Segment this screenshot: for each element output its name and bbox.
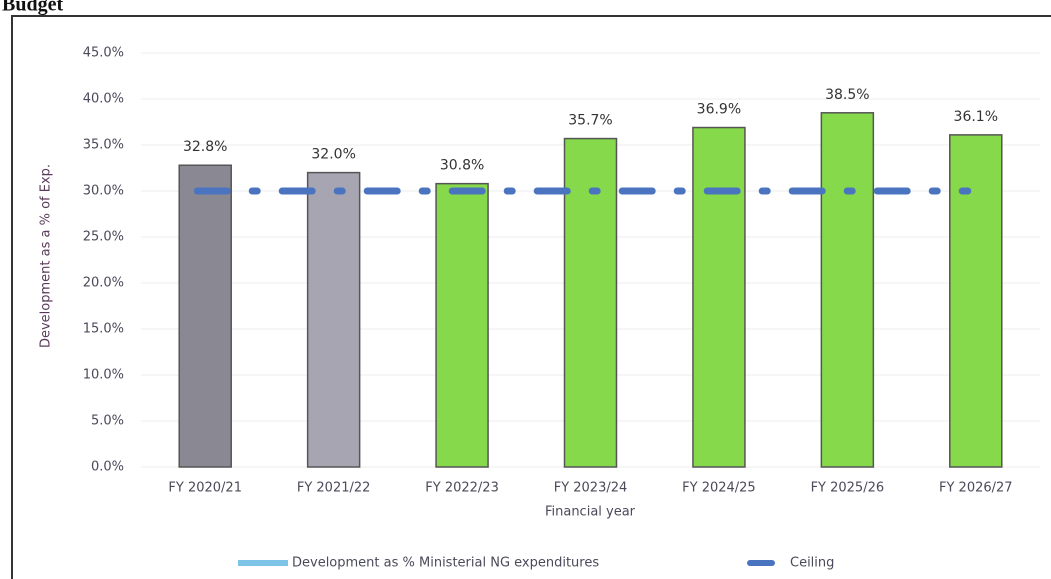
value-label: 36.9% [697,102,741,118]
y-tick-label: 5.0% [91,414,124,429]
value-label: 32.0% [311,147,355,163]
x-tick-label: FY 2020/21 [168,481,242,496]
y-tick-label: 40.0% [83,92,124,107]
y-tick-label: 35.0% [83,138,124,153]
y-tick-label: 10.0% [83,368,124,383]
x-tick-label: FY 2026/27 [939,481,1013,496]
value-label: 30.8% [440,158,484,174]
x-tick-label: FY 2022/23 [425,481,499,496]
bar [178,164,232,468]
legend-swatch [238,560,288,566]
x-tick-label: FY 2024/25 [682,481,756,496]
bar [820,112,875,468]
value-label: 32.8% [183,139,227,155]
y-axis-title: Development as a % of Exp. [39,164,54,348]
legend-label: Ceiling [790,556,834,571]
value-label: 35.7% [568,113,612,129]
bar [949,134,1003,468]
y-tick-label: 45.0% [83,46,124,61]
y-tick-label: 20.0% [83,276,124,291]
y-tick-label: 0.0% [91,460,124,475]
value-label: 36.1% [954,109,998,125]
x-tick-label: FY 2021/22 [297,481,371,496]
bar [563,137,618,468]
x-axis-title: Financial year [545,505,636,520]
y-tick-label: 30.0% [83,184,124,199]
bar [435,182,489,468]
y-tick-label: 15.0% [83,322,124,337]
value-label: 38.5% [825,87,869,103]
legend-label: Development as % Ministerial NG expendit… [292,556,599,571]
y-tick-label: 25.0% [83,230,124,245]
bar [306,171,361,468]
chart-frame [11,15,1051,579]
page-title: Budget [2,0,63,16]
x-tick-label: FY 2025/26 [811,481,885,496]
bar [692,126,746,468]
x-tick-label: FY 2023/24 [554,481,628,496]
